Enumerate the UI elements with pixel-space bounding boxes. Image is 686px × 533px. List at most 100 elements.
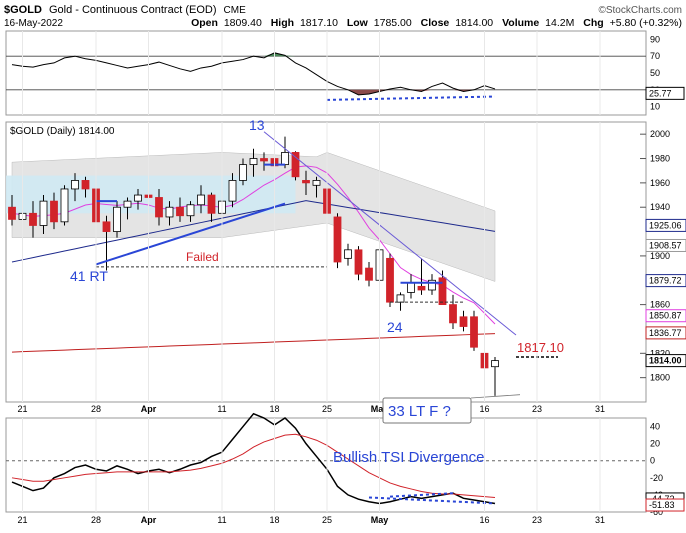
candle-body — [29, 212, 37, 226]
y-tick-label: 1960 — [650, 178, 670, 188]
x-tick-label: 28 — [91, 515, 101, 525]
price-tag-label: 1814.00 — [649, 356, 682, 366]
candle-body — [60, 188, 69, 223]
candle-body — [197, 194, 205, 206]
rsi-tick-label: 90 — [650, 34, 660, 44]
callout-pointer — [470, 394, 521, 399]
tsi-divergence-line — [389, 492, 454, 498]
price-tag-box — [645, 218, 686, 232]
x-tick-label: 21 — [17, 515, 27, 525]
candle-body — [102, 221, 111, 232]
candle-body — [449, 304, 457, 324]
price-panel-label: $GOLD (Daily) 1814.00 — [10, 126, 115, 137]
rsi-panel — [6, 52, 646, 101]
y-tick-label: 1980 — [650, 154, 670, 164]
rsi-value-box — [645, 86, 685, 100]
candle-body — [302, 180, 310, 184]
candle-body — [239, 164, 247, 181]
candle-body — [260, 158, 268, 162]
tsi-tick-label: -20 — [650, 473, 663, 483]
candle-body — [39, 200, 48, 226]
tsi-tick-label: 20 — [650, 439, 660, 449]
falling-trendline — [263, 131, 517, 336]
chart-date: 16-May-2022 — [4, 18, 63, 29]
candle-body — [249, 158, 258, 166]
y-tick-label: 1800 — [650, 373, 670, 383]
candle-body — [291, 152, 300, 178]
x-tick-label: 23 — [532, 515, 542, 525]
candle-body — [459, 316, 468, 327]
x-tick-label: 18 — [269, 404, 279, 414]
tsi-series-line — [11, 433, 496, 498]
candle-body — [71, 180, 79, 190]
rsi-tick-label: 50 — [650, 68, 660, 78]
price-tag-label: 1925.06 — [649, 220, 682, 230]
price-tag-box — [645, 274, 686, 288]
tsi-series-line — [11, 412, 496, 505]
rsi-value-label: 25.77 — [649, 88, 672, 98]
candle-body — [186, 204, 195, 217]
rsi-zone-fill — [12, 89, 495, 95]
rsi-panel-frame — [5, 30, 647, 116]
candle-body — [312, 180, 321, 186]
candle-body — [155, 197, 163, 218]
candle-body — [344, 249, 352, 259]
annotation-tsi-divergence: Bullish TSI Divergence — [333, 449, 484, 466]
price-tag-label: 1908.57 — [649, 240, 682, 250]
candle-body — [365, 267, 373, 281]
tsi-value-label: -51.83 — [649, 500, 675, 510]
candle-body — [81, 180, 90, 190]
candle-body — [470, 316, 478, 348]
price-panel-frame — [5, 121, 647, 403]
price-tag-box — [645, 354, 686, 368]
x-tick-label: 28 — [91, 404, 101, 414]
x-tick-label: 31 — [595, 404, 605, 414]
y-tick-label: 1940 — [650, 202, 670, 212]
support-zone — [6, 175, 296, 214]
rsi-tick-label: 70 — [650, 51, 660, 61]
candle-body — [386, 257, 394, 303]
candle-body — [438, 277, 447, 306]
x-tick-label: May — [371, 515, 389, 525]
y-tick-label: 1860 — [650, 300, 670, 310]
rising-trendline — [95, 202, 286, 266]
tsi-tick-label: 0 — [650, 456, 655, 466]
candle-body — [8, 206, 16, 220]
ma-navy-line — [11, 200, 496, 263]
candle-body — [417, 285, 426, 291]
x-tick-label: 16 — [479, 404, 489, 414]
candle-body — [113, 206, 121, 232]
annotation-24: 24 — [387, 319, 403, 335]
annotation-1817: 1817.10 — [517, 340, 564, 355]
x-tick-label: 11 — [217, 515, 226, 525]
x-tick-label: 23 — [532, 404, 542, 414]
x-tick-label: Apr — [141, 404, 157, 414]
x-tick-label: 16 — [479, 515, 489, 525]
price-tag-box — [645, 309, 686, 323]
tsi-tick-label: -60 — [650, 507, 663, 517]
ohlc-summary: Open 1809.40 High 1817.10 Low 1785.00 Cl… — [191, 17, 682, 29]
ma-red-line — [11, 333, 496, 353]
candle-body — [491, 360, 499, 368]
x-tick-label: 18 — [269, 515, 279, 525]
x-tick-label: Apr — [141, 515, 157, 525]
candle-body — [354, 249, 363, 275]
candle-body — [165, 206, 174, 218]
watermark: ©StockCharts.com — [598, 5, 682, 16]
candle-body — [50, 200, 58, 223]
x-tick-label: 25 — [322, 515, 332, 525]
y-tick-label: 1820 — [650, 348, 670, 358]
price-tag-box — [645, 326, 686, 340]
y-tick-label: 1900 — [650, 251, 670, 261]
y-tick-label: 2000 — [650, 129, 670, 139]
candle-body — [407, 282, 415, 293]
candle-body — [123, 200, 132, 208]
price-tag-label: 1850.87 — [649, 311, 682, 321]
annotation-13: 13 — [249, 117, 265, 133]
candle-body — [281, 152, 289, 166]
rsi-line — [11, 52, 496, 96]
tsi-panel-frame — [5, 417, 647, 513]
x-tick-label: 21 — [17, 404, 27, 414]
axes: 200019801960194019001860182018001925.061… — [17, 31, 686, 525]
